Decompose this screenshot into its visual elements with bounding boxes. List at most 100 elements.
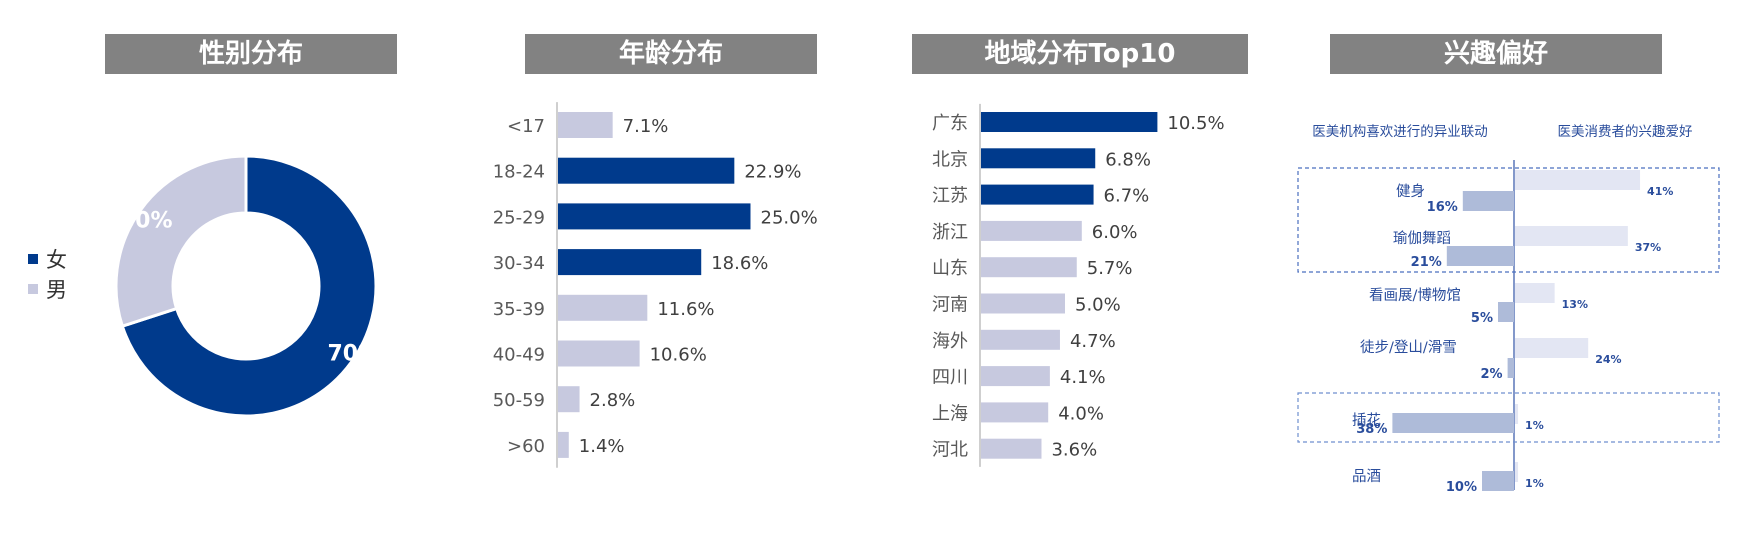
- left-value-label: 10%: [1446, 480, 1477, 495]
- value-label: 10.5%: [1167, 113, 1224, 134]
- value-label: 6.8%: [1105, 149, 1151, 170]
- legend-swatch-female: [28, 254, 38, 264]
- left-bar: [1392, 413, 1514, 433]
- gender-donut-chart: 70% 30%: [114, 154, 380, 418]
- value-label: 2.8%: [590, 390, 636, 411]
- category-label: 40-49: [493, 345, 545, 366]
- bar: [981, 184, 1094, 205]
- value-label: 7.1%: [623, 116, 669, 137]
- category-label: 18-24: [493, 162, 545, 183]
- category-label: 山东: [932, 258, 968, 279]
- right-value-label: 1%: [1525, 477, 1544, 490]
- bar: [558, 112, 613, 138]
- interest-category-label: 品酒: [1352, 468, 1381, 485]
- category-label: 广东: [932, 113, 968, 134]
- right-value-label: 37%: [1635, 241, 1661, 254]
- legend-item-female: 女: [28, 244, 67, 274]
- value-label: 4.7%: [1070, 331, 1116, 352]
- category-label: 浙江: [932, 222, 968, 243]
- age-bar-chart: <17 7.1% 18-24 22.9% 25-29 25.0% 30-34 18.6% 35-…: [493, 102, 818, 468]
- left-bar: [1462, 191, 1514, 211]
- right-bar: [1515, 338, 1589, 358]
- category-label: 50-59: [493, 390, 545, 411]
- right-series-header: 医美消费者的兴趣爱好: [1558, 124, 1693, 140]
- bar: [558, 340, 640, 367]
- value-label: 10.6%: [650, 345, 707, 366]
- bar: [981, 402, 1049, 423]
- left-bar: [1498, 302, 1514, 322]
- value-label: 22.9%: [744, 162, 801, 183]
- donut-label-1: 30%: [120, 208, 173, 233]
- bar: [558, 431, 569, 458]
- right-bar: [1515, 462, 1519, 482]
- value-label: 5.0%: [1075, 295, 1121, 316]
- bar: [981, 220, 1082, 241]
- category-label: >60: [507, 436, 545, 457]
- category-label: 35-39: [493, 299, 545, 320]
- legend-swatch-male: [28, 284, 38, 294]
- bar: [558, 294, 648, 321]
- bar: [981, 329, 1060, 350]
- category-label: 江苏: [932, 186, 968, 207]
- donut-slice-1: [114, 154, 248, 329]
- left-bar: [1482, 471, 1514, 491]
- category-label: 上海: [932, 403, 968, 424]
- right-value-label: 1%: [1525, 419, 1544, 432]
- left-value-label: 2%: [1481, 367, 1503, 382]
- category-label: 北京: [932, 149, 968, 170]
- interest-category-label: 插花: [1352, 412, 1381, 429]
- donut-slice-0: [120, 154, 378, 418]
- category-label: 30-34: [493, 253, 545, 274]
- legend-item-male: 男: [28, 274, 67, 304]
- left-bar: [1446, 246, 1514, 266]
- right-value-label: 24%: [1595, 353, 1621, 366]
- gender-legend: 女 男: [28, 244, 67, 304]
- interest-category-label: 瑜伽舞蹈: [1393, 230, 1451, 247]
- bar: [981, 112, 1158, 132]
- left-value-label: 5%: [1471, 311, 1493, 326]
- category-label: 四川: [932, 367, 968, 388]
- bar: [558, 157, 735, 184]
- value-label: 11.6%: [657, 299, 714, 320]
- left-series-header: 医美机构喜欢进行的异业联动: [1312, 124, 1488, 140]
- bar: [981, 257, 1077, 278]
- legend-label-male: 男: [46, 278, 67, 302]
- right-value-label: 13%: [1562, 298, 1588, 311]
- value-label: 18.6%: [711, 253, 768, 274]
- legend-label-female: 女: [46, 248, 67, 272]
- category-label: 海外: [932, 331, 968, 352]
- bar: [981, 148, 1096, 169]
- right-bar: [1515, 170, 1641, 190]
- bar: [981, 366, 1050, 387]
- bar: [981, 293, 1065, 314]
- value-label: 25.0%: [761, 207, 818, 228]
- region-panel-title: 地域分布Top10: [912, 34, 1248, 74]
- category-label: 河北: [932, 440, 968, 461]
- highlight-box-bottom: [1297, 392, 1720, 443]
- value-label: 3.6%: [1051, 440, 1097, 461]
- interest-panel-title: 兴趣偏好: [1330, 34, 1662, 74]
- left-value-label: 21%: [1411, 255, 1442, 270]
- value-label: 4.0%: [1058, 403, 1104, 424]
- age-panel-title: 年龄分布: [525, 34, 817, 74]
- highlight-box-top: [1297, 167, 1720, 273]
- value-label: 6.0%: [1092, 222, 1138, 243]
- donut-label-0: 70%: [327, 342, 380, 367]
- right-bar: [1515, 283, 1555, 303]
- gender-panel-title: 性别分布: [105, 34, 397, 74]
- bar: [558, 249, 702, 276]
- category-label: 河南: [932, 295, 968, 316]
- left-value-label: 16%: [1427, 200, 1458, 215]
- right-bar: [1515, 404, 1519, 424]
- interest-category-label: 徒步/登山/滑雪: [1360, 339, 1457, 356]
- value-label: 4.1%: [1060, 367, 1106, 388]
- interest-category-label: 看画展/博物馆: [1369, 287, 1461, 304]
- value-label: 1.4%: [579, 436, 625, 457]
- bar: [981, 438, 1042, 459]
- value-label: 5.7%: [1087, 258, 1133, 279]
- left-value-label: 38%: [1356, 422, 1387, 437]
- right-value-label: 41%: [1647, 185, 1673, 198]
- region-bar-chart: 广东 10.5% 北京 6.8% 江苏 6.7% 浙江 6.0% 山东 5.7% 河南 5.0% 海外 4…: [932, 103, 1225, 467]
- bar: [558, 386, 580, 413]
